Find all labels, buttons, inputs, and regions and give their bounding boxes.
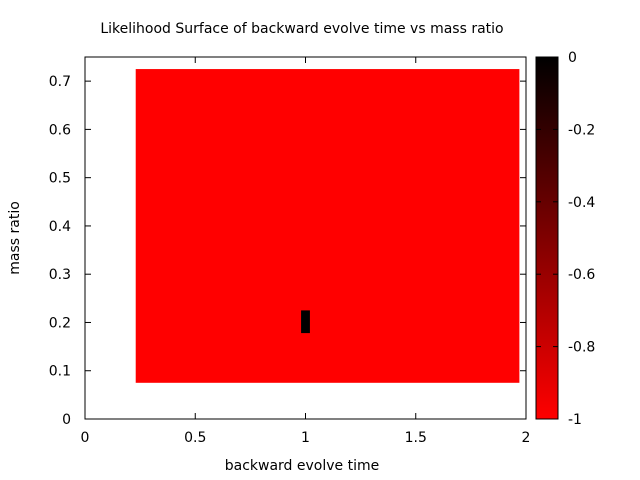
heatmap-cell (301, 310, 310, 334)
y-tick-label: 0.6 (49, 122, 71, 138)
chart-title: Likelihood Surface of backward evolve ti… (100, 21, 503, 37)
x-tick-label: 0.5 (184, 430, 206, 446)
y-tick-label: 0.7 (49, 74, 71, 90)
x-tick-label: 1.5 (405, 430, 427, 446)
colorbar-ticks: 0 -0.2 -0.4 -0.6 -0.8 -1 (536, 50, 595, 428)
colorbar-tick-label: 0 (568, 50, 577, 66)
y-axis-label: mass ratio (7, 201, 23, 275)
x-axis: 0 0.5 1 1.5 2 (81, 57, 531, 446)
y-axis: 0 0.1 0.2 0.3 0.4 0.5 0.6 0.7 (49, 74, 526, 428)
heatmap-cell (135, 69, 520, 383)
x-tick-label: 1 (301, 430, 310, 446)
y-tick-label: 0 (62, 412, 71, 428)
colorbar-tick-label: -0.6 (568, 267, 595, 283)
colorbar-tick-label: -0.8 (568, 340, 595, 356)
colorbar-tick-label: -0.2 (568, 122, 595, 138)
colorbar-tick-label: -1 (568, 412, 582, 428)
x-tick-label: 2 (522, 430, 531, 446)
y-tick-label: 0.4 (49, 219, 71, 235)
y-tick-label: 0.5 (49, 171, 71, 187)
heatmap-cells (135, 69, 520, 383)
y-tick-label: 0.2 (49, 315, 71, 331)
x-axis-label: backward evolve time (225, 458, 379, 474)
x-tick-label: 0 (81, 430, 90, 446)
colorbar (535, 56, 559, 420)
y-tick-label: 0.1 (49, 364, 71, 380)
colorbar-tick-label: -0.4 (568, 195, 595, 211)
y-tick-label: 0.3 (49, 267, 71, 283)
